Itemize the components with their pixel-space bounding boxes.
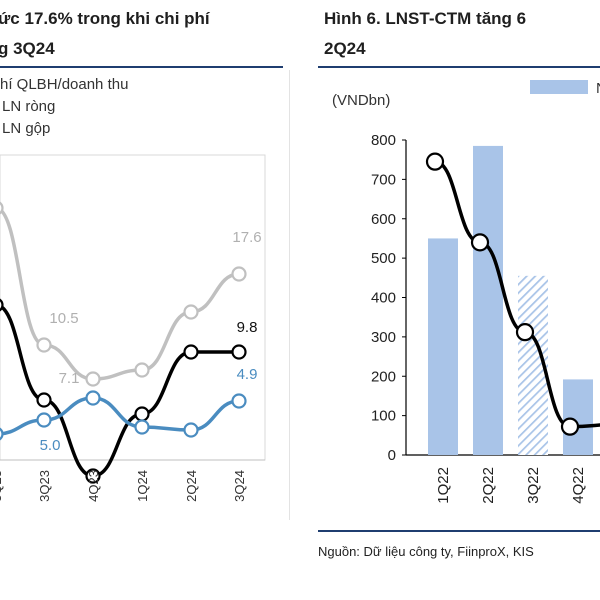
right-y-tick-3: 300	[371, 329, 396, 346]
right-x-tick-2: 3Q22	[525, 467, 542, 504]
left-legend-item-0: hí QLBH/doanh thu	[0, 76, 129, 93]
left-series-0-point-3	[183, 304, 199, 320]
left-series-0-label-1: 7.1	[59, 370, 80, 387]
right-line-point-1	[470, 233, 490, 252]
left-series-2-label-4: 4.9	[237, 366, 258, 383]
right-x-tick-1: 2Q22	[480, 467, 497, 504]
right-line-point-3	[560, 417, 580, 436]
left-series-2-point-2	[134, 419, 150, 435]
right-line-point-0	[425, 152, 445, 171]
left-series-1-point-edge	[0, 298, 4, 312]
left-chart-title: ức 17.6% trong khi chi phí g 3Q24	[0, 4, 210, 64]
left-series-1-point-0	[36, 392, 52, 408]
left-series-line-1	[0, 304, 239, 478]
left-line-chart: 10.5 7.1 17.6 9.8 5.0 4.9 3Q23 3Q23 4Q23 1Q24 2Q24…	[0, 154, 266, 502]
left-series-0-label-4: 17.6	[232, 229, 261, 246]
right-y-tick-5: 500	[371, 250, 396, 267]
left-x-tick-3: 1Q24	[135, 470, 150, 502]
right-y-tick-4: 400	[371, 290, 396, 307]
right-line-point-2	[515, 323, 535, 342]
left-x-tick-2: 4Q23	[86, 470, 101, 502]
panel-divider	[289, 70, 290, 520]
left-legend-item-2: LN gộp	[2, 120, 51, 137]
right-title-line-2: 2Q24	[324, 39, 366, 58]
left-series-2-point-4	[231, 393, 247, 409]
right-title-line-1: Hình 6. LNST-CTM tăng 6	[324, 9, 527, 28]
left-series-1-label-4: 9.8	[237, 319, 258, 336]
left-series-0-point-4	[231, 266, 247, 282]
right-y-tick-6: 600	[371, 211, 396, 228]
right-bottom-rule	[318, 530, 600, 532]
left-series-0-label-0: 10.5	[49, 310, 78, 327]
left-series-line-2	[0, 396, 240, 436]
left-series-0-point-edge	[0, 201, 4, 215]
left-title-rule	[0, 66, 283, 68]
left-series-2-point-3	[183, 422, 199, 438]
left-series-2-label-0: 5.0	[40, 437, 61, 454]
left-legend: hí QLBH/doanh thu LN ròng LN gộp	[0, 74, 128, 140]
source-note: Nguồn: Dữ liệu công ty, FiinproX, KIS	[318, 544, 534, 559]
left-x-tick-5: 3Q24	[232, 470, 247, 502]
left-chart-panel: ức 17.6% trong khi chi phí g 3Q24 hí QLB…	[0, 0, 290, 600]
left-title-line-1: ức 17.6% trong khi chi phí	[0, 9, 210, 28]
left-series-1-point-1	[85, 468, 101, 484]
right-bar-3	[563, 379, 593, 455]
left-series-0-point-0	[36, 337, 52, 353]
right-combo-chart: N 0 100 200 300 400 500 600 700 800 1Q22 2Q22 3Q22 4Q…	[371, 80, 600, 504]
right-legend-swatch	[530, 80, 588, 94]
right-x-tick-0: 1Q22	[435, 467, 452, 504]
right-title-rule	[318, 66, 600, 68]
right-x-tick-3: 4Q22	[570, 467, 587, 504]
left-x-tick-4: 2Q24	[184, 470, 199, 502]
left-series-1-point-3	[183, 344, 199, 360]
left-series-1-point-2	[134, 406, 150, 422]
left-series-1-point-4	[231, 344, 247, 360]
left-series-0-point-2	[134, 362, 150, 378]
right-legend-label: N	[596, 80, 600, 97]
right-chart-title: Hình 6. LNST-CTM tăng 6 2Q24	[324, 4, 526, 64]
left-series-2-point-edge	[0, 427, 4, 441]
right-unit-label: (VNDbn)	[332, 92, 391, 109]
right-y-tick-7: 700	[371, 171, 396, 188]
right-chart-panel: Hình 6. LNST-CTM tăng 6 2Q24 (VNDbn) N 0 1…	[318, 0, 600, 600]
left-legend-item-1: LN ròng	[2, 98, 56, 115]
left-x-tick-1: 3Q23	[37, 470, 52, 502]
left-x-tick-0: 3Q23	[0, 470, 4, 502]
right-y-tick-2: 200	[371, 368, 396, 385]
right-bar-1	[473, 145, 503, 455]
left-title-line-2: g 3Q24	[0, 39, 55, 58]
left-series-2-point-0	[36, 412, 52, 428]
left-series-0-point-1	[85, 371, 101, 387]
left-series-2-point-1	[85, 390, 101, 406]
right-y-tick-1: 100	[371, 408, 396, 425]
right-y-tick-8: 800	[371, 132, 396, 149]
right-y-tick-0: 0	[388, 447, 396, 464]
right-bar-0	[428, 238, 458, 455]
